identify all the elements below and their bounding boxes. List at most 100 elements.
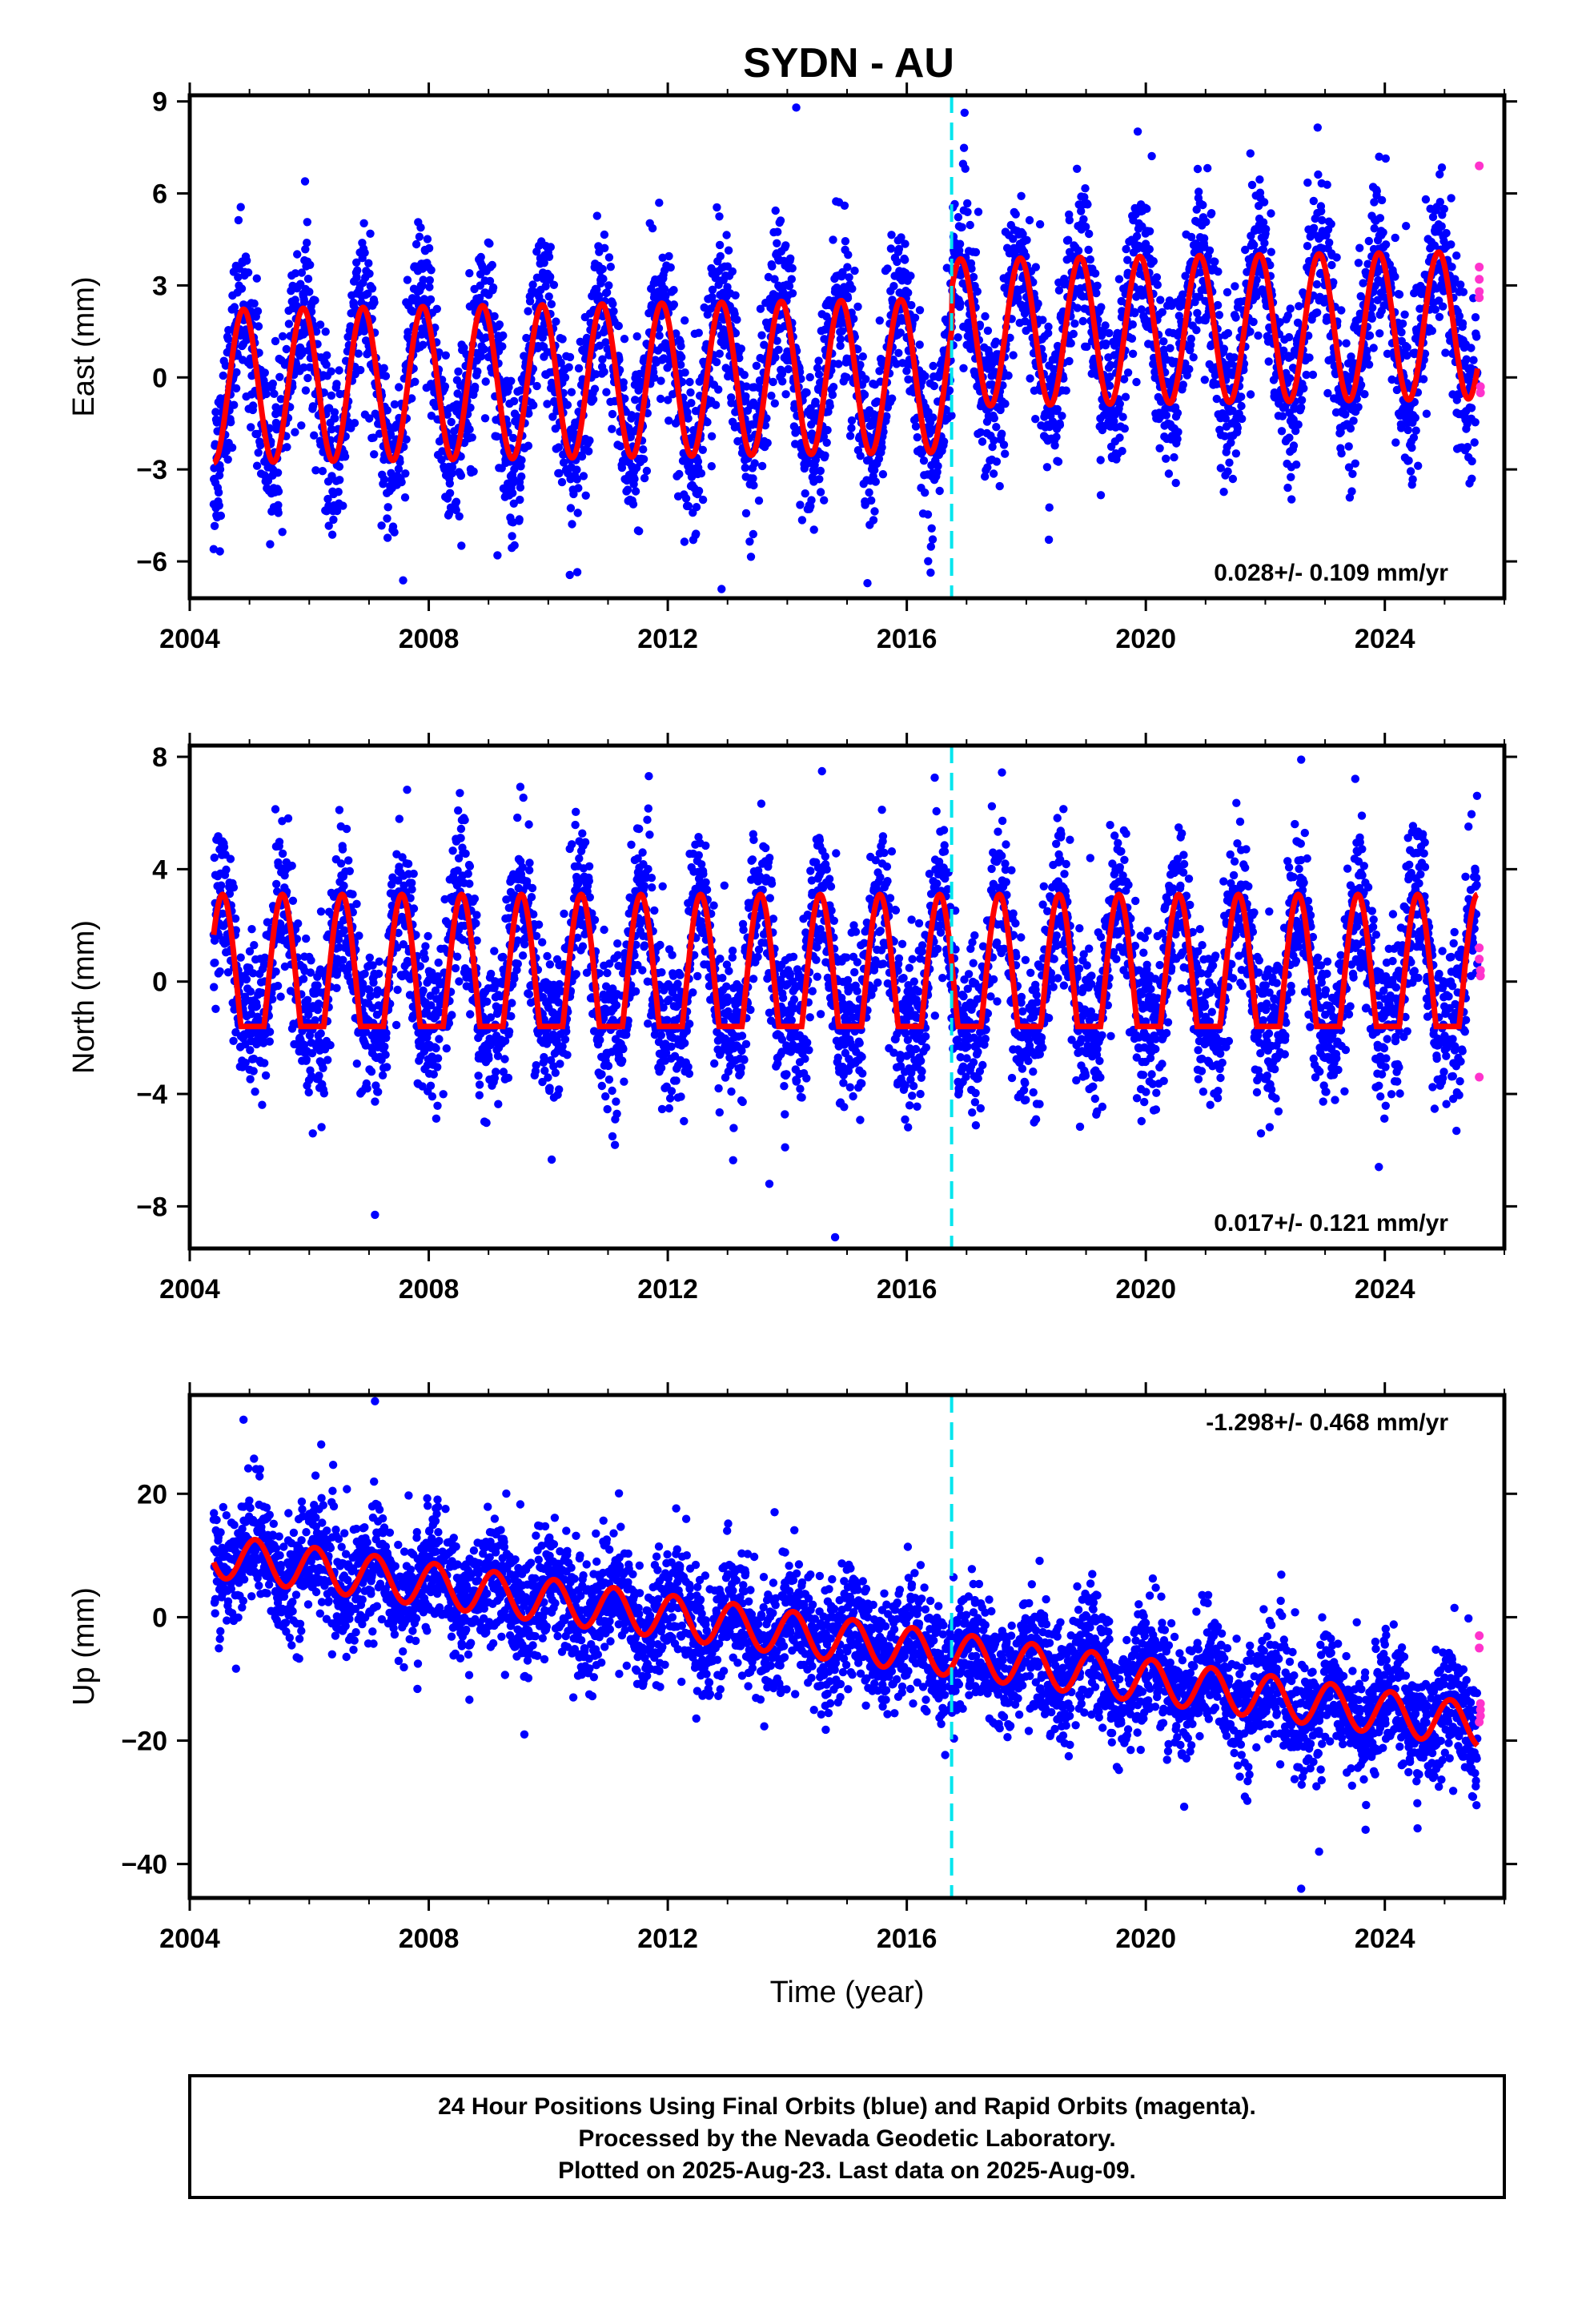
final-orbit-point (379, 364, 388, 372)
final-orbit-point (814, 356, 823, 365)
final-orbit-point (731, 328, 741, 338)
final-orbit-point (377, 521, 386, 530)
final-orbit-point (870, 465, 879, 475)
final-orbit-point (1471, 313, 1480, 322)
final-orbit-point (998, 429, 1006, 438)
final-orbit-point (318, 467, 327, 476)
final-orbit-point (850, 266, 859, 275)
final-orbit-point (733, 316, 741, 324)
final-orbit-point (427, 266, 436, 275)
final-orbit-point (828, 390, 837, 400)
final-orbit-point (1344, 442, 1353, 451)
final-orbit-point (631, 487, 640, 496)
final-orbit-point (234, 215, 243, 225)
final-orbit-point (1214, 267, 1223, 276)
final-orbit-point (1079, 215, 1088, 223)
final-orbit-point (1105, 381, 1114, 390)
final-orbit-point (219, 842, 229, 852)
final-orbit-point (1314, 170, 1323, 179)
final-orbit-point (1044, 322, 1053, 332)
final-orbit-point (677, 352, 686, 362)
final-orbit-point (1223, 467, 1232, 476)
final-orbit-point (1085, 229, 1094, 239)
final-orbit-point (524, 441, 533, 450)
final-orbit-point (443, 410, 452, 419)
final-orbit-point (707, 462, 716, 471)
final-orbit-point (821, 451, 829, 460)
final-orbit-point (1031, 415, 1040, 424)
final-orbit-point (841, 237, 850, 246)
final-orbit-point (642, 466, 652, 476)
final-orbit-point (326, 1040, 335, 1050)
final-orbit-point (340, 452, 350, 461)
final-orbit-point (1092, 288, 1101, 298)
final-orbit-point (1123, 368, 1133, 377)
final-orbit-point (887, 231, 896, 239)
final-orbit-point (960, 108, 970, 117)
final-orbit-point (308, 402, 318, 411)
final-orbit-point (623, 485, 632, 494)
final-orbit-point (838, 271, 847, 279)
final-orbit-point (829, 235, 837, 244)
final-orbit-point (1162, 411, 1171, 420)
final-orbit-point (1375, 214, 1385, 223)
final-orbit-point (217, 881, 226, 890)
final-orbit-point (1042, 463, 1052, 472)
final-orbit-point (1469, 356, 1478, 364)
final-orbit-point (723, 283, 732, 292)
final-orbit-point (1303, 242, 1312, 251)
final-orbit-point (1404, 456, 1413, 465)
final-orbit-point (771, 206, 780, 215)
final-orbit-point (432, 304, 441, 313)
final-orbit-point (1391, 438, 1400, 447)
final-orbit-point (1267, 209, 1275, 218)
final-orbit-point (1346, 424, 1355, 433)
final-orbit-point (465, 269, 474, 278)
final-orbit-point (1408, 475, 1417, 484)
final-orbit-point (246, 1075, 255, 1084)
final-orbit-point (1262, 224, 1271, 234)
final-orbit-point (335, 806, 344, 814)
final-orbit-point (796, 501, 805, 509)
final-orbit-point (834, 360, 843, 368)
final-orbit-point (902, 367, 911, 376)
final-orbit-point (617, 463, 627, 472)
final-orbit-point (415, 232, 424, 241)
final-orbit-point (992, 457, 1002, 466)
final-orbit-point (1427, 326, 1437, 336)
final-orbit-point (401, 469, 410, 478)
final-orbit-point (412, 239, 421, 249)
final-orbit-point (1435, 312, 1444, 321)
final-orbit-point (211, 959, 219, 967)
final-orbit-point (1441, 348, 1450, 357)
final-orbit-point (715, 349, 724, 358)
final-orbit-point (911, 422, 921, 431)
final-orbit-point (1267, 247, 1276, 256)
final-orbit-point (1468, 474, 1476, 483)
final-orbit-point (1318, 215, 1327, 225)
final-orbit-point (684, 414, 693, 423)
final-orbit-point (991, 337, 1001, 346)
final-orbit-point (1192, 326, 1201, 335)
final-orbit-point (847, 416, 857, 425)
final-orbit-point (1096, 456, 1105, 464)
final-orbit-point (394, 464, 404, 473)
final-orbit-point (594, 292, 604, 300)
final-orbit-point (1435, 198, 1445, 207)
y-axis-title: East (mm) (67, 276, 101, 416)
final-orbit-point (379, 475, 389, 484)
final-orbit-point (303, 275, 313, 283)
final-orbit-point (480, 414, 490, 423)
final-orbit-point (452, 505, 460, 515)
y-tick-label: 3 (152, 271, 167, 301)
final-orbit-point (490, 312, 499, 321)
final-orbit-point (588, 395, 598, 404)
final-orbit-point (694, 328, 703, 337)
final-orbit-point (934, 461, 942, 471)
rapid-orbit-point (1475, 293, 1484, 303)
final-orbit-point (329, 515, 338, 525)
final-orbit-point (522, 333, 531, 343)
final-orbit-point (1228, 474, 1238, 484)
final-orbit-point (555, 468, 564, 478)
final-orbit-point (1351, 459, 1360, 468)
